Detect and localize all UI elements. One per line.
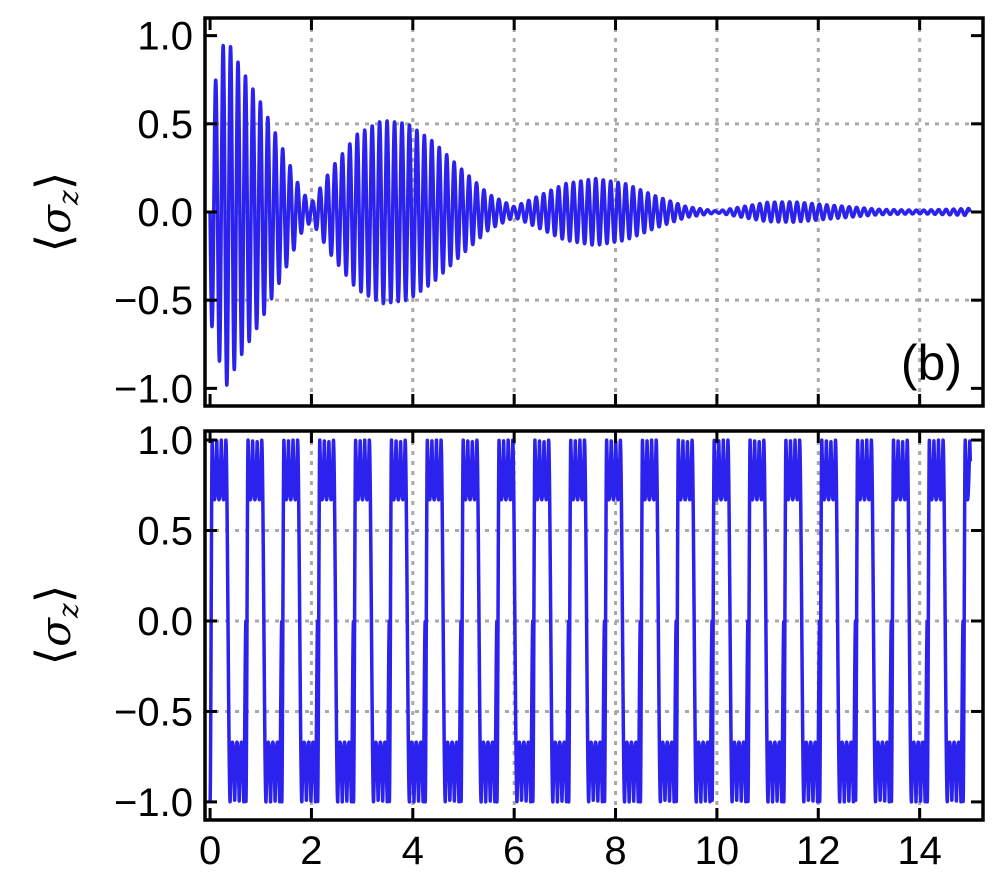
top-ytick-label: 0.0 (137, 191, 193, 235)
bottom-ytick-label: −0.5 (114, 690, 193, 734)
xtick-label: 8 (604, 829, 626, 873)
xtick-label: 2 (300, 829, 322, 873)
bottom-panel: −1.0 −0.5 0.0 0.5 1.0 0 2 4 6 8 10 12 14 ⟨σz⟩ (26, 419, 985, 873)
xtick-label: 6 (503, 829, 525, 873)
bottom-panel-frame (203, 429, 985, 822)
top-ytick-label: 0.5 (137, 103, 193, 147)
bottom-y-axis-label: ⟨σz⟩ (26, 585, 85, 666)
xtick-label: 14 (897, 829, 942, 873)
top-ytick-label: 1.0 (137, 15, 193, 59)
top-gridlines (205, 18, 983, 406)
bottom-axis-ticks (205, 431, 983, 820)
bottom-y-tick-labels: −1.0 −0.5 0.0 0.5 1.0 (114, 419, 193, 825)
bottom-x-tick-labels: 0 2 4 6 8 10 12 14 (199, 829, 942, 873)
bottom-ytick-label: −1.0 (114, 781, 193, 825)
xtick-label: 10 (695, 829, 740, 873)
top-panel: −1.0 −0.5 0.0 0.5 1.0 (b) ⟨σz⟩ (26, 15, 985, 412)
bottom-ytick-label: 1.0 (137, 419, 193, 463)
panel-label-b: (b) (901, 335, 962, 391)
xtick-label: 0 (199, 829, 221, 873)
xtick-label: 4 (402, 829, 424, 873)
top-y-tick-labels: −1.0 −0.5 0.0 0.5 1.0 (114, 15, 193, 412)
top-y-axis-label: ⟨σz⟩ (26, 172, 85, 253)
bottom-series-line (208, 438, 973, 804)
xtick-label: 12 (796, 829, 841, 873)
top-ytick-label: −1.0 (114, 367, 193, 411)
bottom-ytick-label: 0.5 (137, 510, 193, 554)
top-ytick-label: −0.5 (114, 279, 193, 323)
bottom-ytick-label: 0.0 (137, 600, 193, 644)
top-axis-ticks (205, 18, 983, 406)
top-series-line (208, 43, 972, 387)
